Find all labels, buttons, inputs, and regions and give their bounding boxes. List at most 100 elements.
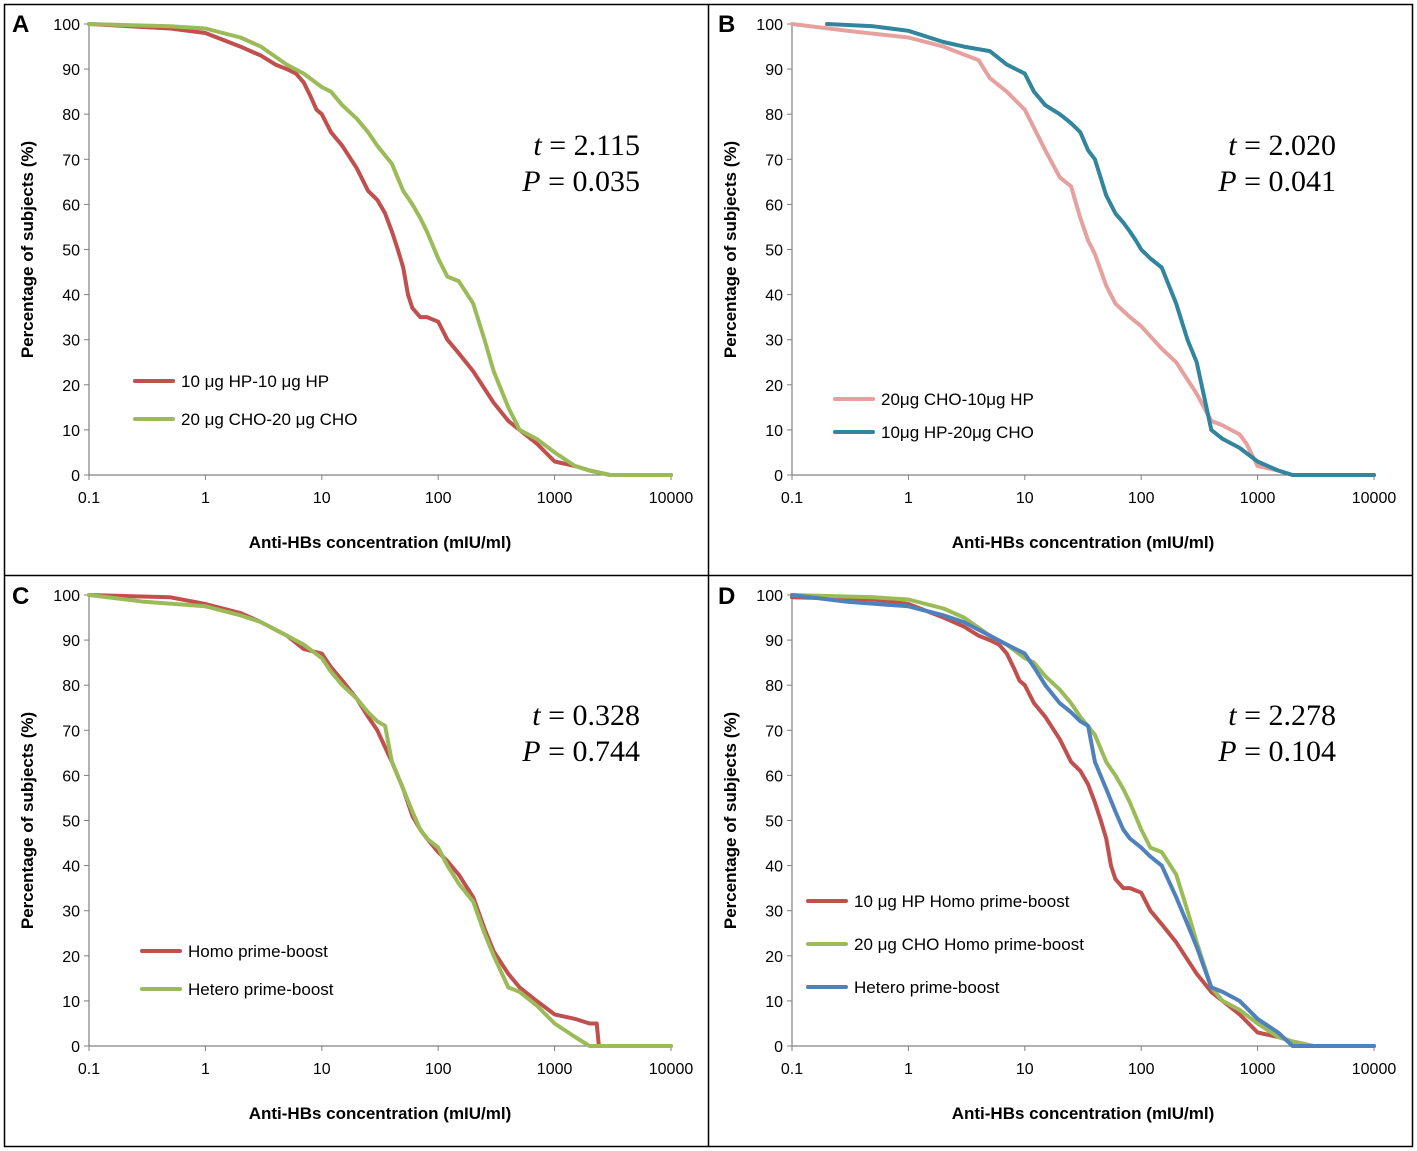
y-tick-label: 30 bbox=[765, 333, 783, 350]
x-tick-label: 100 bbox=[425, 490, 452, 507]
y-tick-label: 40 bbox=[62, 859, 80, 876]
stat-p: P = 0.744 bbox=[521, 735, 640, 768]
panel-letter: C bbox=[12, 583, 29, 610]
legend-label: Hetero prime-boost bbox=[854, 978, 1000, 997]
y-tick-label: 100 bbox=[756, 588, 783, 605]
y-tick-label: 30 bbox=[62, 333, 80, 350]
y-tick-label: 60 bbox=[765, 768, 783, 785]
y-tick-label: 0 bbox=[774, 1039, 783, 1056]
x-tick-label: 10 bbox=[1016, 1061, 1034, 1078]
panel-letter: A bbox=[12, 11, 29, 38]
y-tick-label: 0 bbox=[71, 468, 80, 485]
y-tick-label: 100 bbox=[53, 588, 80, 605]
y-tick-label: 20 bbox=[62, 378, 80, 395]
y-tick-label: 10 bbox=[765, 994, 783, 1011]
x-axis-title: Anti-HBs concentration (mIU/ml) bbox=[249, 533, 512, 552]
y-tick-label: 10 bbox=[62, 994, 80, 1011]
series-line-2 bbox=[87, 22, 673, 477]
y-tick-label: 70 bbox=[62, 152, 80, 169]
stat-p-value: = 0.035 bbox=[541, 165, 640, 198]
y-tick-label: 80 bbox=[765, 107, 783, 124]
x-tick-label: 1000 bbox=[537, 1061, 573, 1078]
y-tick-label: 0 bbox=[774, 468, 783, 485]
x-tick-label: 100 bbox=[1128, 490, 1155, 507]
x-tick-label: 0.1 bbox=[78, 490, 100, 507]
stat-t-value: = 2.115 bbox=[542, 129, 640, 162]
stat-t-symbol: t bbox=[1228, 699, 1237, 732]
series-line-3 bbox=[790, 593, 1376, 1048]
y-tick-label: 90 bbox=[62, 62, 80, 79]
x-tick-label: 10000 bbox=[1352, 1061, 1397, 1078]
legend-label: 20 μg CHO-20 μg CHO bbox=[181, 410, 357, 429]
stat-p-symbol: P bbox=[1217, 165, 1236, 198]
legend: 10 μg HP-10 μg HP 20 μg CHO-20 μg CHO bbox=[133, 372, 357, 429]
y-tick-label: 50 bbox=[765, 243, 783, 260]
legend-label: 20μg CHO-10μg HP bbox=[881, 390, 1034, 409]
stat-t: t = 2.020 bbox=[1228, 129, 1336, 162]
y-tick-label: 50 bbox=[62, 814, 80, 831]
series-line-1 bbox=[790, 22, 1376, 477]
x-tick-label: 1 bbox=[201, 1061, 210, 1078]
stat-p-symbol: P bbox=[521, 735, 540, 768]
panel-a: A 0 10 20 30 40 50 60 70 80 90 100 0.1 1 10 100 1000 1000… bbox=[12, 11, 693, 552]
panel-letter: D bbox=[718, 583, 735, 610]
stat-p-symbol: P bbox=[1217, 735, 1236, 768]
stat-p: P = 0.041 bbox=[1217, 165, 1336, 198]
panel-frames bbox=[3, 3, 1414, 1148]
x-axis-title: Anti-HBs concentration (mIU/ml) bbox=[249, 1104, 512, 1123]
legend: Homo prime-boost Hetero prime-boost bbox=[140, 942, 334, 999]
legend-label: Homo prime-boost bbox=[188, 942, 328, 961]
x-axis-title: Anti-HBs concentration (mIU/ml) bbox=[952, 1104, 1215, 1123]
stat-p-value: = 0.744 bbox=[541, 735, 640, 768]
legend-label: 10 μg HP Homo prime-boost bbox=[854, 892, 1070, 911]
series-line-2 bbox=[87, 593, 673, 1048]
panel-b: B 0 10 20 30 40 50 60 70 80 90 100 0.1 1 10 100 1000 1000… bbox=[718, 11, 1396, 552]
x-tick-label: 10 bbox=[313, 490, 331, 507]
x-tick-label: 0.1 bbox=[78, 1061, 100, 1078]
y-tick-label: 30 bbox=[62, 904, 80, 921]
y-axis-title: Percentage of subjects (%) bbox=[18, 712, 37, 929]
y-tick-label: 70 bbox=[62, 723, 80, 740]
y-tick-label: 50 bbox=[62, 243, 80, 260]
panel-letter: B bbox=[718, 11, 735, 38]
y-tick-label: 40 bbox=[765, 288, 783, 305]
stat-t: t = 0.328 bbox=[532, 699, 640, 732]
x-tick-label: 1 bbox=[904, 490, 913, 507]
y-tick-label: 70 bbox=[765, 723, 783, 740]
legend-label: 20 μg CHO Homo prime-boost bbox=[854, 935, 1084, 954]
x-tick-label: 1 bbox=[201, 490, 210, 507]
x-tick-label: 1000 bbox=[1240, 490, 1276, 507]
y-tick-label: 90 bbox=[765, 62, 783, 79]
y-tick-label: 90 bbox=[765, 633, 783, 650]
stat-t: t = 2.278 bbox=[1228, 699, 1336, 732]
stat-t-symbol: t bbox=[533, 129, 542, 162]
x-tick-label: 0.1 bbox=[781, 490, 803, 507]
x-tick-label: 100 bbox=[1128, 1061, 1155, 1078]
x-tick-label: 10 bbox=[1016, 490, 1034, 507]
stat-t: t = 2.115 bbox=[533, 129, 640, 162]
series-line-1 bbox=[87, 593, 673, 1048]
y-tick-label: 60 bbox=[62, 768, 80, 785]
x-tick-label: 100 bbox=[425, 1061, 452, 1078]
x-tick-label: 10000 bbox=[649, 1061, 694, 1078]
panel-c: C 0 10 20 30 40 50 60 70 80 90 100 0.1 1 10 100 1000 1000… bbox=[12, 583, 693, 1123]
stat-p: P = 0.104 bbox=[1217, 735, 1336, 768]
stat-t-symbol: t bbox=[1228, 129, 1237, 162]
y-tick-label: 100 bbox=[756, 17, 783, 34]
y-tick-label: 80 bbox=[62, 678, 80, 695]
y-tick-label: 60 bbox=[765, 197, 783, 214]
stat-p-value: = 0.041 bbox=[1237, 165, 1336, 198]
x-tick-label: 1000 bbox=[1240, 1061, 1276, 1078]
stat-t-value: = 0.328 bbox=[541, 699, 640, 732]
legend: 20μg CHO-10μg HP 10μg HP-20μg CHO bbox=[833, 390, 1034, 442]
x-tick-label: 1000 bbox=[537, 490, 573, 507]
y-tick-label: 0 bbox=[71, 1039, 80, 1056]
series-line-2 bbox=[825, 22, 1376, 477]
y-tick-label: 20 bbox=[765, 949, 783, 966]
y-tick-label: 10 bbox=[62, 423, 80, 440]
y-tick-label: 60 bbox=[62, 197, 80, 214]
y-tick-label: 30 bbox=[765, 904, 783, 921]
legend-label: 10 μg HP-10 μg HP bbox=[181, 372, 329, 391]
